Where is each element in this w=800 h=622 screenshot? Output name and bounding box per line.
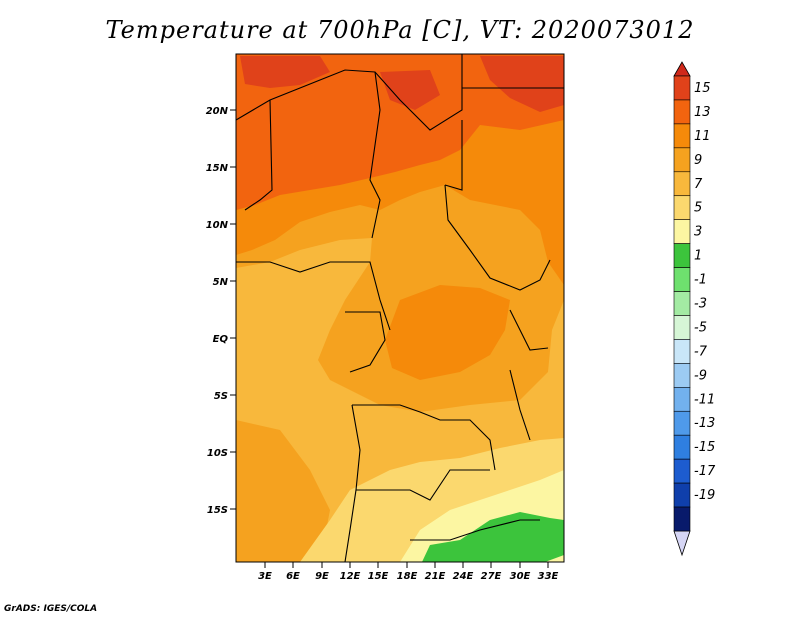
colorbar-label: -11: [694, 392, 715, 407]
colorbar-segment: [673, 147, 691, 173]
colorbar-segment: [673, 363, 691, 388]
colorbar-segments: [673, 75, 691, 532]
colorbar-segment: [673, 315, 691, 340]
colorbar-label: -1: [694, 273, 707, 288]
lon-label-18e: 18E: [397, 571, 418, 582]
colorbar-segment: [673, 506, 691, 532]
lat-label-20n: 20N: [206, 106, 229, 117]
temperature-field: [236, 54, 564, 562]
colorbar-label: -15: [694, 440, 715, 455]
colorbar: 15 13 11 9 7 5 3 1 -1 -3 -5 -7 -9 -11 -13 -15 -17 -19: [673, 61, 716, 557]
colorbar-label: -13: [694, 416, 715, 431]
lat-label-10s: 10S: [207, 448, 228, 459]
colorbar-bottom-arrow: [673, 530, 691, 557]
colorbar-segment: [673, 291, 691, 316]
temp-region-15-north: [380, 70, 440, 110]
lat-axis: 20N 15N 10N 5N EQ 5S 10S 15S: [206, 106, 236, 516]
colorbar-segment: [673, 267, 691, 292]
lon-label-15e: 15E: [368, 571, 389, 582]
colorbar-label: 15: [694, 81, 711, 96]
lat-label-15n: 15N: [206, 163, 229, 174]
lat-label-5n: 5N: [213, 277, 229, 288]
colorbar-segment: [673, 195, 691, 220]
temp-region-15-west: [240, 56, 330, 88]
temp-region-13: [236, 54, 564, 210]
colorbar-segment: [673, 482, 691, 508]
lon-label-24e: 24E: [453, 571, 474, 582]
colorbar-label: -17: [694, 464, 716, 479]
country-borders: [236, 54, 564, 562]
colorbar-segment: [673, 387, 691, 412]
colorbar-label: 1: [694, 249, 702, 264]
lat-label-eq: EQ: [213, 334, 229, 345]
colorbar-label: 7: [694, 177, 703, 192]
lon-label-21e: 21E: [425, 571, 446, 582]
colorbar-label: -9: [694, 368, 707, 383]
temp-region-11-basin: [385, 285, 510, 380]
colorbar-segment: [673, 123, 691, 149]
lon-label-30e: 30E: [510, 571, 531, 582]
lon-label-9e: 9E: [315, 571, 329, 582]
temp-region-1: [422, 512, 564, 562]
temp-region-15-east: [480, 56, 564, 112]
colorbar-segment: [673, 458, 691, 484]
credit-text: GrADS: IGES/COLA: [4, 604, 98, 614]
colorbar-label: -19: [694, 488, 715, 503]
colorbar-label: -7: [694, 344, 708, 359]
lat-label-15s: 15S: [207, 505, 228, 516]
colorbar-segment: [673, 434, 691, 460]
colorbar-label: -5: [694, 320, 707, 335]
lat-label-10n: 10N: [206, 220, 229, 231]
colorbar-label: 5: [694, 201, 702, 216]
colorbar-segment: [673, 339, 691, 364]
colorbar-segment: [673, 219, 691, 244]
lon-label-27e: 27E: [481, 571, 502, 582]
colorbar-segment: [673, 410, 691, 436]
temp-region-9-southwest: [236, 420, 330, 562]
lon-label-6e: 6E: [286, 571, 300, 582]
colorbar-segment: [673, 75, 691, 101]
lon-label-3e: 3E: [258, 571, 272, 582]
chart-title: Temperature at 700hPa [C], VT: 202007301…: [105, 16, 695, 44]
colorbar-label: 13: [694, 105, 711, 120]
colorbar-segment: [673, 243, 691, 268]
lat-label-5s: 5S: [214, 391, 228, 402]
colorbar-label: 3: [694, 225, 702, 240]
lon-label-12e: 12E: [340, 571, 361, 582]
colorbar-labels: 15 13 11 9 7 5 3 1 -1 -3 -5 -7 -9 -11 -13 -15 -17 -19: [694, 81, 716, 503]
map-frame: [235, 53, 565, 563]
colorbar-top-arrow: [673, 61, 691, 77]
colorbar-label: 11: [694, 129, 711, 144]
colorbar-label: -3: [694, 297, 707, 312]
lon-label-33e: 33E: [538, 571, 559, 582]
colorbar-segment: [673, 171, 691, 197]
lon-axis: 3E 6E 9E 12E 15E 18E 21E 24E 27E 30E 33E: [258, 562, 559, 582]
colorbar-label: 9: [694, 153, 702, 168]
colorbar-segment: [673, 99, 691, 125]
